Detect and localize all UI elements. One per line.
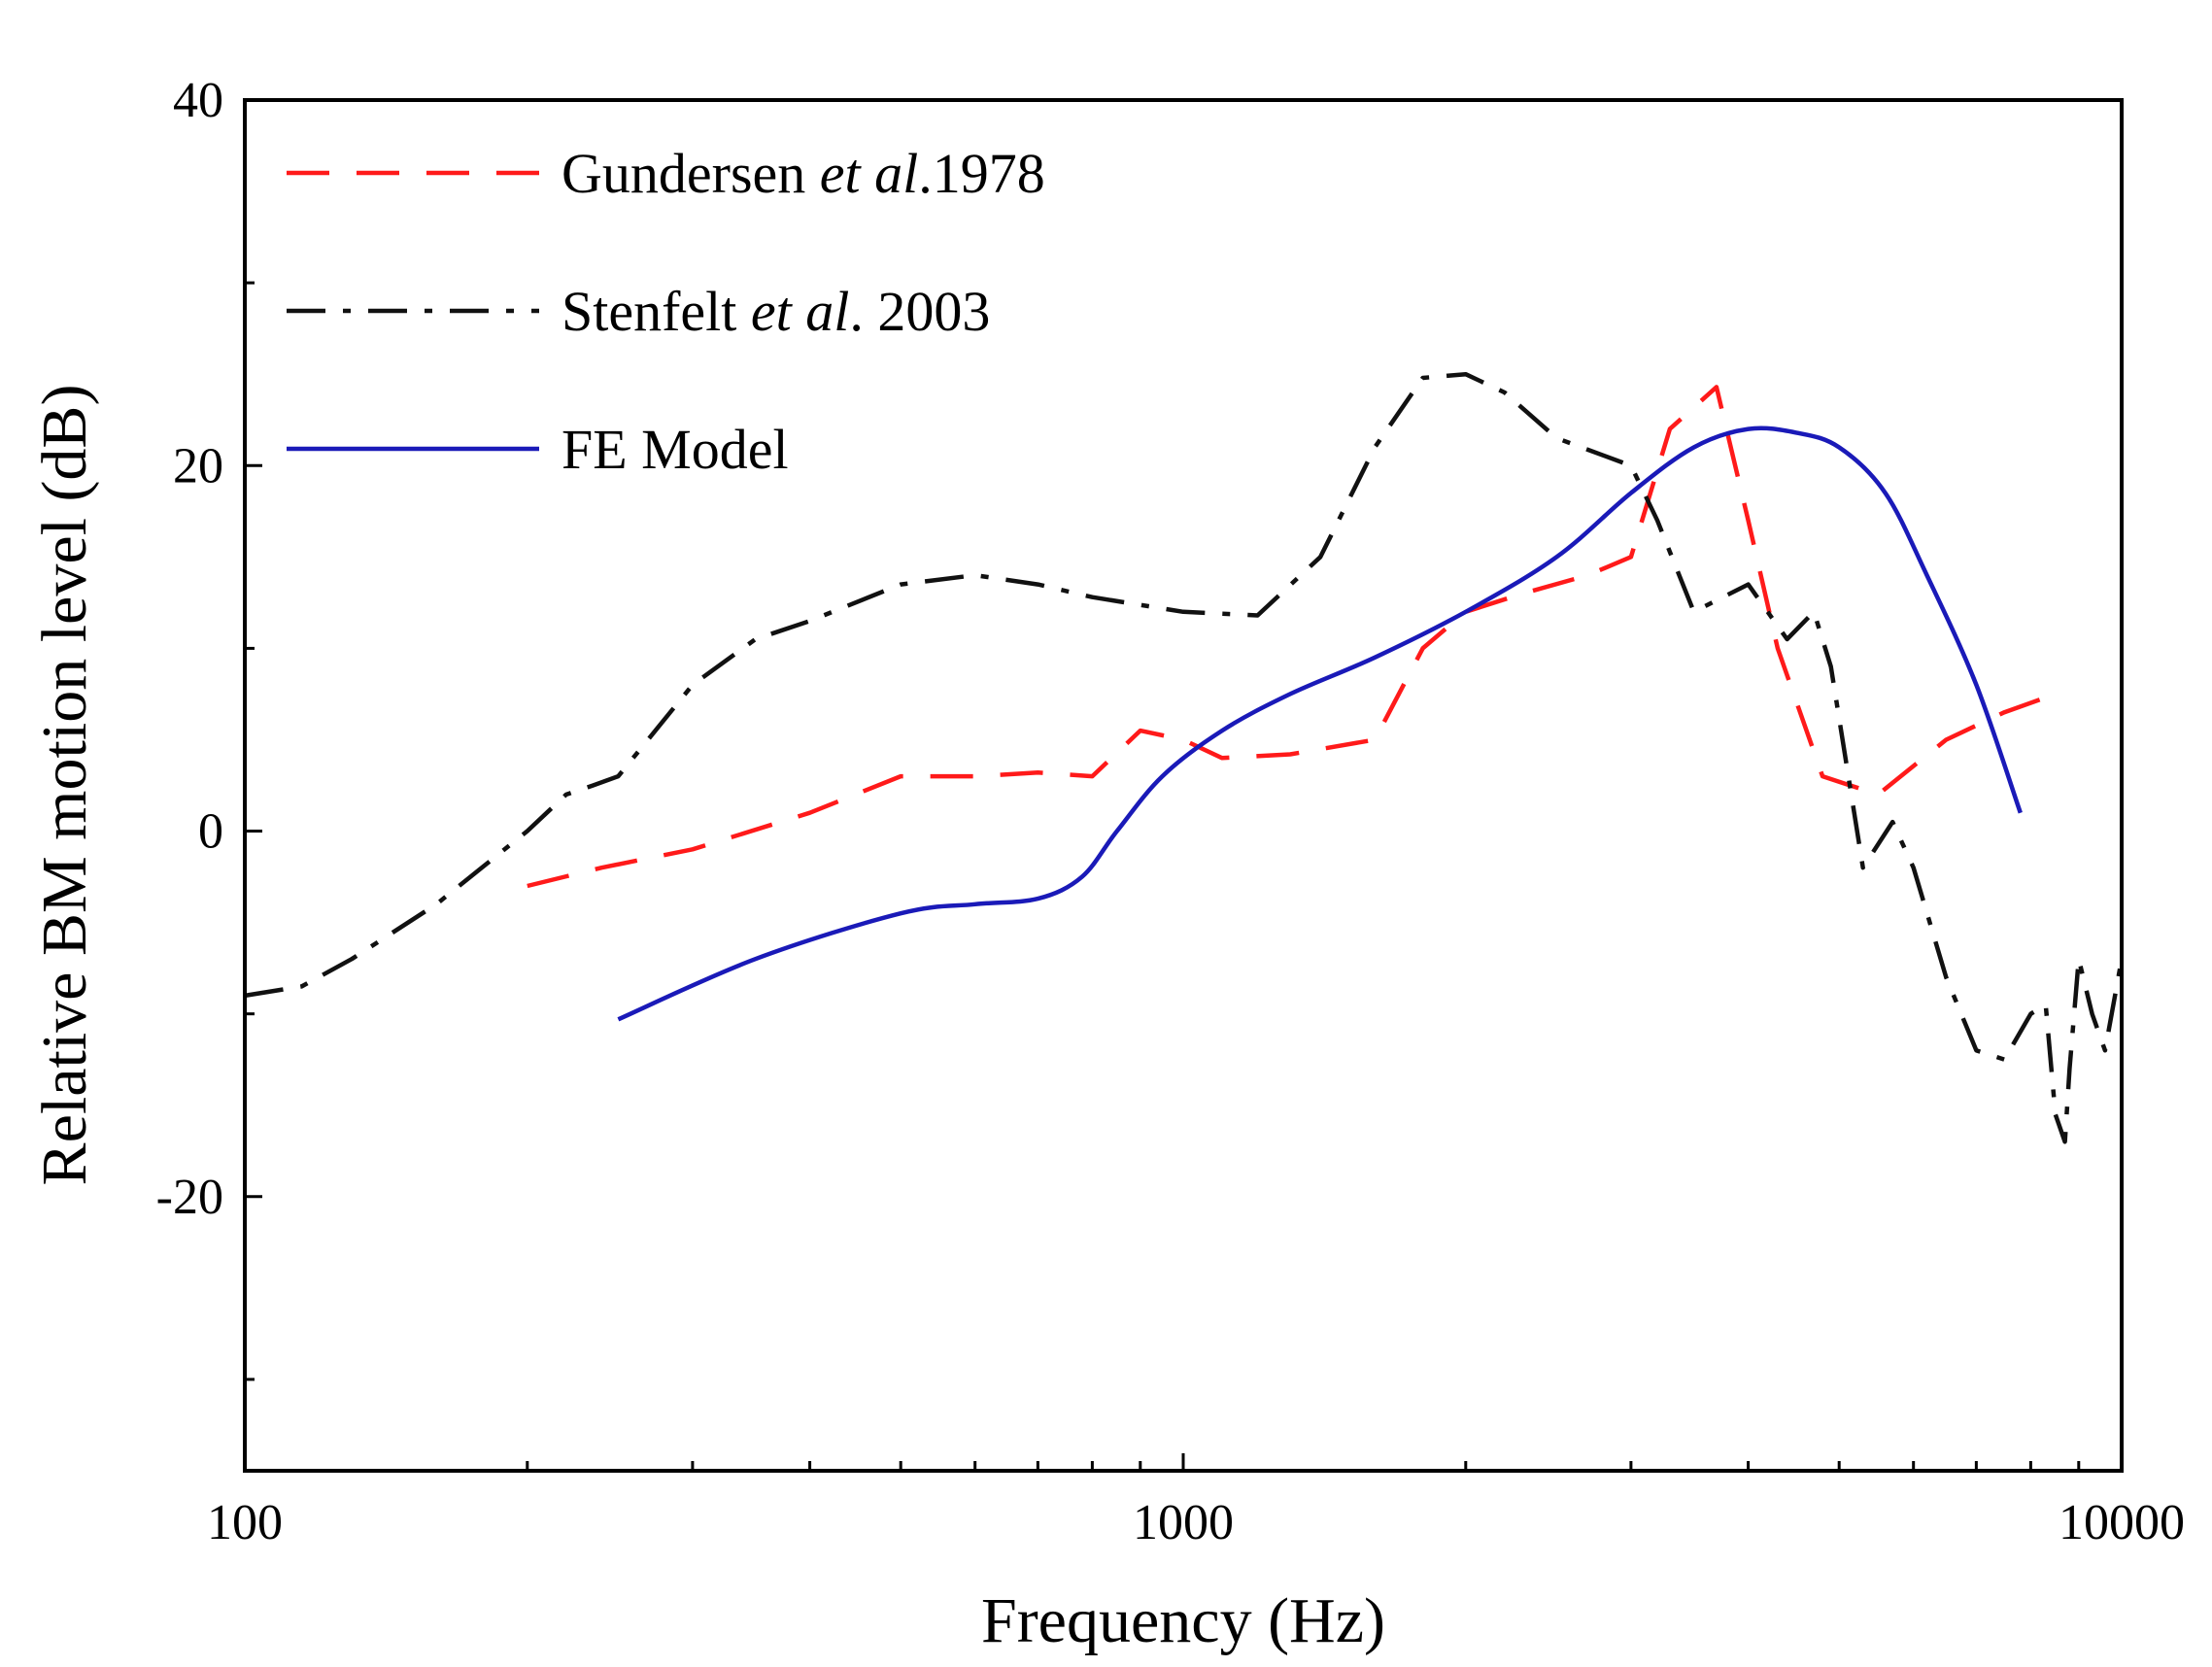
x-tick-label: 10000 [2059, 1495, 2185, 1550]
legend-label-2: Stenfelt et al. 2003 [562, 280, 990, 343]
y-tick-label: 0 [198, 804, 223, 860]
plot-frame [243, 98, 2124, 1473]
tick-labels: 100 1000 10000 40 20 0 -20 [156, 73, 2185, 1550]
x-tick-label: 1000 [1133, 1495, 1234, 1550]
legend: Gundersen et al.1978 Stenfelt et al. 2003… [287, 142, 1045, 481]
series-1-line [527, 385, 2057, 889]
axis-ticks [243, 98, 2124, 1471]
y-axis-title: Relative BM motion level (dB) [29, 385, 100, 1186]
y-tick-label: 40 [173, 73, 223, 128]
y-tick-label: 20 [173, 438, 223, 493]
legend-label-1: Gundersen et al.1978 [562, 142, 1045, 205]
legend-label-3: FE Model [562, 418, 789, 481]
series-3-line [617, 425, 2023, 1022]
x-tick-label: 100 [207, 1495, 283, 1550]
plot-lines [244, 371, 2125, 1144]
y-tick-label: -20 [156, 1170, 223, 1225]
x-axis-title: Frequency (Hz) [981, 1585, 1385, 1656]
